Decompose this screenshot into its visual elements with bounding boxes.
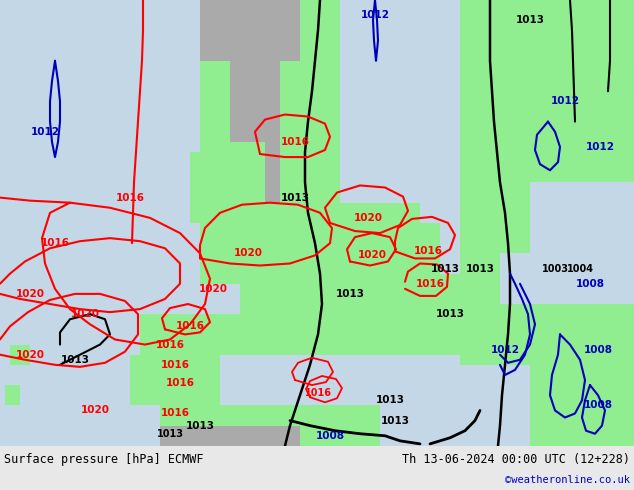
Text: 1013: 1013 xyxy=(465,264,495,273)
Text: 1008: 1008 xyxy=(583,344,612,355)
Text: 1016: 1016 xyxy=(155,340,184,349)
Text: 1013: 1013 xyxy=(157,429,183,439)
Text: 1003: 1003 xyxy=(541,264,569,273)
Text: 1004: 1004 xyxy=(567,264,593,273)
Text: 1008: 1008 xyxy=(583,400,612,410)
Text: 1013: 1013 xyxy=(380,416,410,425)
Text: 1020: 1020 xyxy=(15,350,44,360)
Text: 1016: 1016 xyxy=(115,193,145,202)
Text: 1013: 1013 xyxy=(515,15,545,25)
Text: 1016: 1016 xyxy=(160,360,190,370)
Text: 1013: 1013 xyxy=(335,289,365,299)
Text: 1012: 1012 xyxy=(550,97,579,106)
Text: 1016: 1016 xyxy=(176,321,205,331)
Text: 1020: 1020 xyxy=(198,284,228,294)
Text: 1020: 1020 xyxy=(15,289,44,299)
Text: 1013: 1013 xyxy=(436,309,465,319)
Text: 1020: 1020 xyxy=(233,248,262,258)
Text: 1016: 1016 xyxy=(41,238,70,248)
Text: 1020: 1020 xyxy=(354,213,382,223)
Text: 1012: 1012 xyxy=(361,10,389,20)
Text: 1012: 1012 xyxy=(491,344,519,355)
Text: 1013: 1013 xyxy=(60,355,89,365)
Text: 1020: 1020 xyxy=(81,405,110,416)
Text: 1016: 1016 xyxy=(160,409,190,418)
Text: 1016: 1016 xyxy=(304,388,332,398)
Text: 1016: 1016 xyxy=(415,279,444,289)
Text: 1020: 1020 xyxy=(358,250,387,260)
Text: 1013: 1013 xyxy=(186,420,214,431)
Text: ©weatheronline.co.uk: ©weatheronline.co.uk xyxy=(505,475,630,485)
Text: 1012: 1012 xyxy=(586,142,614,152)
Text: 1016: 1016 xyxy=(413,246,443,256)
Text: 1013: 1013 xyxy=(375,395,404,405)
Text: Surface pressure [hPa] ECMWF: Surface pressure [hPa] ECMWF xyxy=(4,453,204,466)
Text: 1013: 1013 xyxy=(280,193,309,202)
Text: 1013: 1013 xyxy=(430,264,460,273)
Text: 1008: 1008 xyxy=(576,279,604,289)
Text: 1020: 1020 xyxy=(70,309,100,319)
Text: 1008: 1008 xyxy=(316,431,344,441)
Text: 1012: 1012 xyxy=(30,127,60,137)
Text: Th 13-06-2024 00:00 UTC (12+228): Th 13-06-2024 00:00 UTC (12+228) xyxy=(402,453,630,466)
Text: 1016: 1016 xyxy=(280,137,309,147)
Text: 1016: 1016 xyxy=(165,378,195,388)
